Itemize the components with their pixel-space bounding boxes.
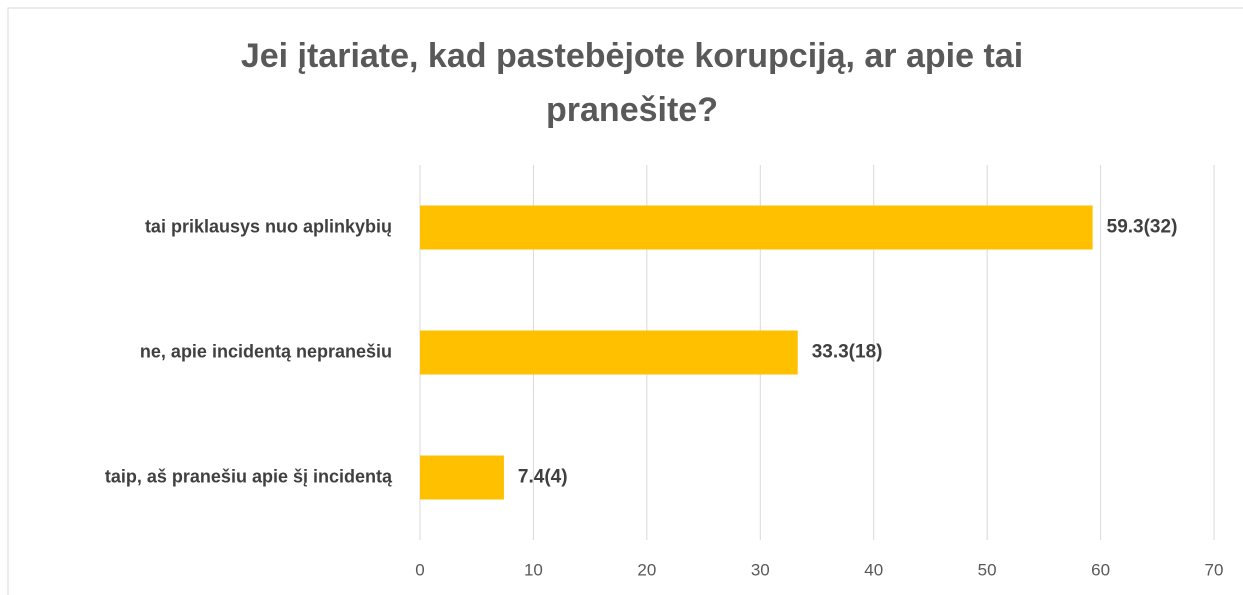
data-label: 33.3(18) bbox=[812, 342, 883, 363]
x-tick-label: 0 bbox=[415, 560, 424, 579]
data-label: 7.4(4) bbox=[518, 467, 568, 488]
x-tick-label: 10 bbox=[524, 560, 543, 579]
chart-title: Jei įtariate, kad pastebėjote korupciją,… bbox=[241, 37, 1023, 75]
chart-frame bbox=[7, 7, 1243, 595]
x-tick-label: 50 bbox=[978, 560, 997, 579]
chart-title: pranešite? bbox=[546, 91, 718, 129]
x-tick-label: 40 bbox=[864, 560, 883, 579]
x-tick-label: 30 bbox=[751, 560, 770, 579]
data-label: 59.3(32) bbox=[1107, 217, 1178, 238]
y-tick-label: ne, apie incidentą nepranešiu bbox=[140, 341, 392, 361]
y-tick-label: tai priklausys nuo aplinkybių bbox=[145, 216, 392, 236]
y-tick-label: taip, aš pranešiu apie šį incidentą bbox=[105, 466, 393, 486]
x-tick-label: 20 bbox=[637, 560, 656, 579]
bar bbox=[420, 455, 504, 500]
bar bbox=[420, 330, 798, 375]
x-tick-label: 70 bbox=[1205, 560, 1224, 579]
x-tick-label: 60 bbox=[1091, 560, 1110, 579]
bar bbox=[420, 205, 1093, 250]
